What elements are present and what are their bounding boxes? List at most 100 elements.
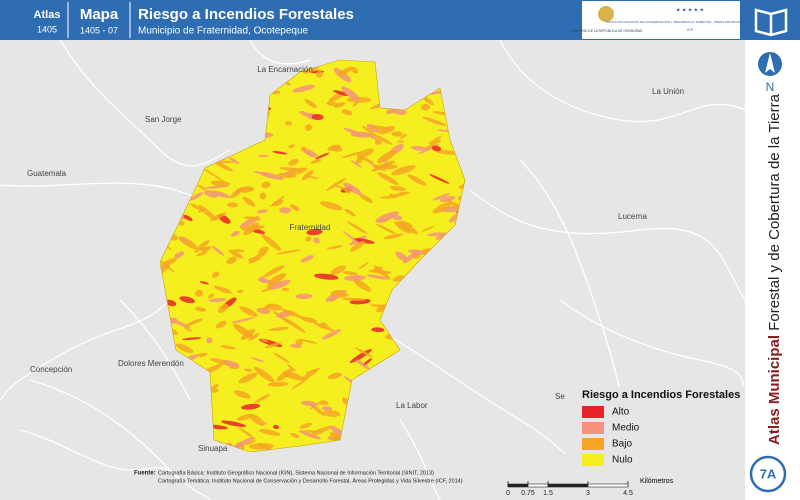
risk-patch	[407, 249, 432, 255]
risk-patch	[355, 157, 364, 164]
risk-patch	[327, 144, 341, 151]
risk-patch	[190, 192, 203, 201]
risk-patch	[313, 322, 335, 332]
risk-patch	[281, 287, 290, 292]
risk-patch	[422, 116, 447, 127]
risk-patch	[366, 274, 389, 280]
risk-patch	[184, 318, 204, 327]
risk-patch	[432, 193, 451, 201]
risk-patch	[279, 167, 304, 172]
risk-patch	[301, 316, 318, 323]
risk-patch	[342, 231, 361, 246]
risk-patch	[333, 184, 349, 191]
map-subtitle: Municipio de Fraternidad, Ocotepeque	[138, 26, 309, 37]
legend-swatch	[582, 454, 604, 466]
risk-patch	[229, 157, 240, 164]
risk-patch	[371, 327, 385, 333]
risk-patch	[350, 241, 365, 252]
source-line: Cartografía Temática: Instituto Nacional…	[158, 477, 463, 484]
risk-patch	[196, 353, 206, 356]
risk-patch	[254, 170, 262, 174]
risk-patch	[237, 289, 244, 294]
risk-patch	[358, 193, 374, 204]
risk-patch	[199, 281, 209, 285]
risk-patch	[391, 131, 404, 137]
risk-patch	[241, 403, 261, 410]
risk-patch	[420, 103, 431, 111]
risk-patch	[343, 127, 367, 137]
risk-patch	[295, 293, 313, 300]
risk-patch	[258, 154, 269, 158]
risk-patch	[248, 257, 261, 262]
risk-patch	[291, 377, 310, 390]
risk-patch	[263, 265, 285, 278]
risk-patch	[374, 134, 393, 145]
risk-patch	[354, 347, 374, 358]
risk-patch	[342, 271, 358, 276]
risk-patch	[370, 125, 392, 131]
risk-patch	[321, 329, 341, 340]
risk-patch	[179, 296, 195, 304]
source-line: Cartografía Básica: Instituto Geográfico…	[158, 470, 434, 476]
risk-patch	[217, 303, 229, 314]
risk-patch	[175, 343, 194, 354]
risk-patch	[391, 165, 416, 176]
risk-patch	[242, 196, 256, 207]
risk-patch	[431, 145, 442, 152]
risk-patch	[316, 71, 323, 78]
risk-patch	[374, 140, 382, 145]
risk-patch	[319, 400, 329, 406]
place-label: Dolores Merendón	[118, 359, 184, 368]
risk-patch	[379, 196, 397, 199]
risk-patch	[174, 251, 184, 259]
risk-patch	[178, 220, 185, 226]
risk-patch	[363, 358, 373, 366]
risk-patch	[201, 167, 224, 182]
legend-label: Nulo	[612, 455, 633, 466]
risk-patch	[279, 207, 291, 214]
north-label: N	[766, 80, 775, 94]
risk-patch	[333, 102, 346, 108]
risk-patch	[270, 279, 291, 290]
coat-of-arms	[598, 6, 614, 22]
risk-patch	[271, 199, 284, 207]
risk-patch	[302, 148, 318, 158]
risk-patch	[312, 237, 320, 244]
risk-patch	[233, 249, 245, 253]
risk-patch	[428, 139, 442, 145]
legend: Riesgo a Incendios Forestales Alto Medio B…	[565, 386, 745, 478]
risk-patch	[250, 357, 264, 363]
place-label: Guatemala	[27, 169, 67, 178]
risk-patch	[371, 160, 396, 172]
risk-patch	[232, 323, 254, 339]
risk-patch	[285, 318, 306, 333]
risk-patch	[282, 371, 304, 381]
risk-patch	[429, 174, 450, 184]
side-title-rest: Forestal y de Cobertura de la Tierra	[766, 93, 783, 330]
risk-patch	[325, 177, 347, 191]
place-label: Concepción	[30, 365, 72, 374]
risk-patch	[210, 358, 230, 365]
risk-patch	[375, 211, 399, 223]
risk-patch	[254, 394, 270, 404]
place-label: Sen	[555, 392, 569, 401]
risk-patch	[299, 110, 312, 118]
risk-patch	[305, 368, 321, 374]
badge-label: 7A	[760, 466, 777, 481]
risk-patch	[243, 368, 253, 372]
risk-patch	[215, 320, 227, 329]
risk-patch	[258, 428, 281, 436]
risk-patch	[344, 275, 366, 281]
logo-right-code: ICF	[687, 27, 694, 32]
risk-patch	[395, 251, 408, 262]
risk-patch	[268, 326, 290, 331]
atlas-code: 1405	[37, 24, 57, 34]
risk-patch	[288, 159, 299, 166]
risk-patch	[227, 202, 239, 208]
risk-patch	[308, 175, 320, 180]
risk-patch	[330, 265, 346, 275]
risk-patch	[377, 149, 397, 164]
risk-patch	[333, 90, 349, 97]
risk-patch	[194, 289, 204, 297]
